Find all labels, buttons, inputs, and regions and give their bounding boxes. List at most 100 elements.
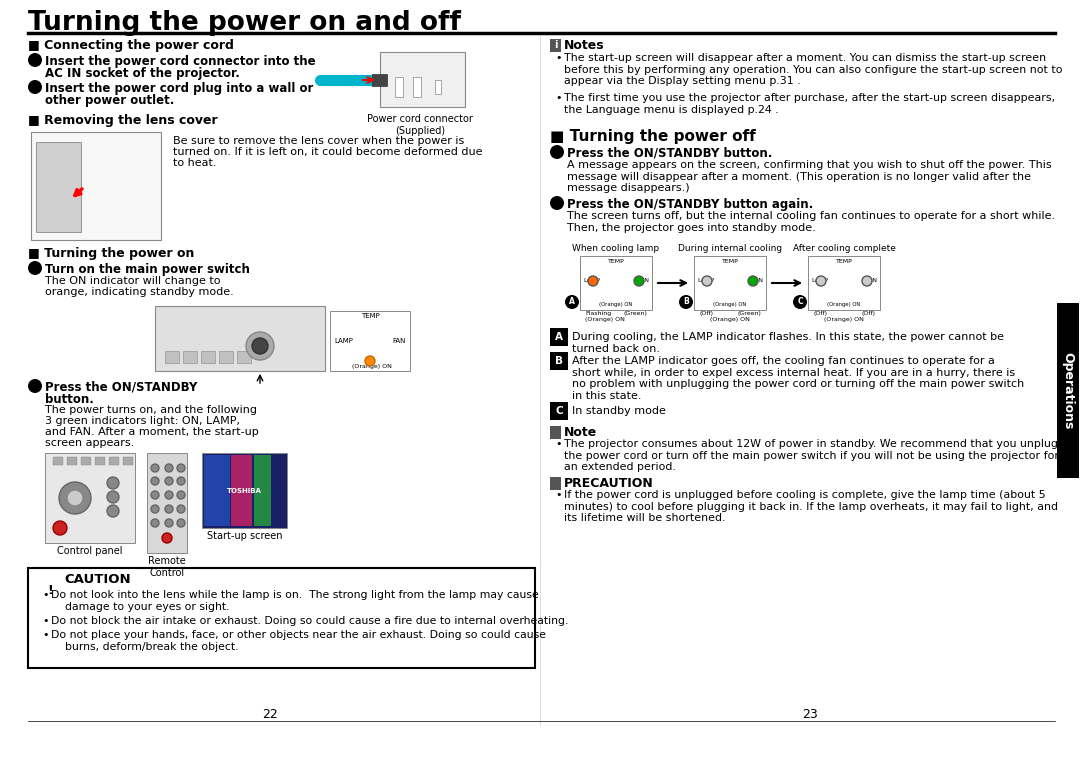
Text: CAUTION: CAUTION	[64, 573, 131, 586]
Text: TOSHIBA: TOSHIBA	[227, 488, 261, 494]
Text: Note: Note	[564, 426, 597, 439]
Bar	[237, 351, 251, 363]
Circle shape	[28, 80, 42, 94]
Circle shape	[165, 464, 173, 472]
Bar	[67, 457, 77, 465]
Text: TEMP: TEMP	[836, 259, 852, 264]
Text: Do not look into the lens while the lamp is on.  The strong light from the lamp : Do not look into the lens while the lamp…	[51, 590, 539, 612]
Bar	[550, 352, 568, 370]
Text: 2: 2	[554, 198, 561, 208]
Text: Turn on the main power switch: Turn on the main power switch	[45, 263, 249, 276]
Text: button.: button.	[45, 393, 94, 406]
Circle shape	[365, 356, 375, 366]
Circle shape	[151, 477, 159, 485]
Bar	[550, 477, 561, 490]
Circle shape	[177, 491, 185, 499]
Text: 22: 22	[262, 708, 278, 721]
Circle shape	[165, 491, 173, 499]
Bar	[156, 306, 325, 371]
Text: !: !	[48, 584, 53, 597]
Circle shape	[165, 505, 173, 513]
Text: During cooling, the LAMP indicator flashes. In this state, the power cannot be
t: During cooling, the LAMP indicator flash…	[572, 332, 1004, 353]
Text: to heat.: to heat.	[173, 158, 216, 168]
Text: (Orange) ON: (Orange) ON	[827, 302, 861, 307]
Text: Press the ON/STANDBY button again.: Press the ON/STANDBY button again.	[567, 198, 813, 211]
Text: (Off): (Off)	[813, 311, 827, 316]
Bar	[395, 77, 403, 97]
Circle shape	[177, 477, 185, 485]
Bar	[45, 453, 135, 543]
Text: A: A	[555, 332, 563, 342]
Bar	[183, 351, 197, 363]
Circle shape	[252, 338, 268, 354]
Polygon shape	[557, 426, 561, 430]
Bar	[580, 256, 652, 310]
Bar	[201, 351, 215, 363]
Text: B: B	[684, 298, 689, 307]
Bar	[372, 74, 387, 86]
Text: Press the ON/STANDBY button.: Press the ON/STANDBY button.	[567, 147, 772, 160]
Text: Remote
Control: Remote Control	[148, 556, 186, 578]
Circle shape	[165, 477, 173, 485]
Text: screen appears.: screen appears.	[45, 438, 134, 448]
Circle shape	[28, 53, 42, 67]
Text: other power outlet.: other power outlet.	[45, 94, 174, 107]
Circle shape	[107, 491, 119, 503]
Circle shape	[550, 145, 564, 159]
Circle shape	[550, 196, 564, 210]
Text: (Orange) ON: (Orange) ON	[824, 317, 864, 322]
Text: (Orange) ON: (Orange) ON	[714, 302, 746, 307]
Text: Turning the power on and off: Turning the power on and off	[28, 10, 461, 36]
Circle shape	[246, 332, 274, 360]
Bar	[53, 457, 63, 465]
Text: (Orange) ON: (Orange) ON	[352, 364, 392, 369]
Text: •: •	[42, 616, 49, 626]
Text: Be sure to remove the lens cover when the power is: Be sure to remove the lens cover when th…	[173, 136, 464, 146]
Bar	[28, 568, 535, 668]
Circle shape	[702, 276, 712, 286]
Text: 3 green indicators light: ON, LAMP,: 3 green indicators light: ON, LAMP,	[45, 416, 240, 426]
Text: Operations: Operations	[1062, 352, 1075, 429]
Text: The power turns on, and the following: The power turns on, and the following	[45, 405, 257, 415]
Text: 2: 2	[31, 381, 39, 391]
Circle shape	[28, 261, 42, 275]
Text: and FAN. After a moment, the start-up: and FAN. After a moment, the start-up	[45, 427, 259, 437]
Text: In standby mode: In standby mode	[572, 406, 666, 416]
Text: •: •	[555, 53, 562, 63]
Text: PRECAUTION: PRECAUTION	[564, 477, 653, 490]
Ellipse shape	[67, 155, 125, 219]
Text: AC IN socket of the projector.: AC IN socket of the projector.	[45, 67, 240, 80]
Bar	[413, 77, 421, 97]
Circle shape	[748, 276, 758, 286]
Circle shape	[151, 505, 159, 513]
Text: 1: 1	[31, 263, 39, 273]
Text: FAN: FAN	[865, 278, 877, 282]
Text: B: B	[555, 356, 563, 366]
Bar	[330, 311, 410, 371]
Text: FAN: FAN	[393, 338, 406, 344]
Ellipse shape	[79, 168, 113, 206]
Circle shape	[634, 276, 644, 286]
Text: •: •	[555, 93, 562, 103]
Bar	[254, 455, 271, 526]
Text: orange, indicating standby mode.: orange, indicating standby mode.	[45, 287, 233, 297]
Ellipse shape	[56, 143, 136, 231]
Polygon shape	[39, 578, 60, 598]
Bar	[123, 457, 133, 465]
Circle shape	[28, 379, 42, 393]
Text: If the power cord is unplugged before cooling is complete, give the lamp time (a: If the power cord is unplugged before co…	[564, 490, 1058, 523]
Bar	[202, 453, 287, 528]
Text: 1: 1	[554, 147, 561, 157]
Polygon shape	[557, 39, 561, 43]
Text: LAMP: LAMP	[583, 278, 599, 282]
Text: •: •	[42, 630, 49, 640]
Bar	[550, 426, 561, 439]
Circle shape	[151, 491, 159, 499]
Text: ■ Turning the power on: ■ Turning the power on	[28, 247, 194, 260]
Bar	[31, 132, 161, 240]
Text: C: C	[555, 406, 563, 416]
Text: The start-up screen will disappear after a moment. You can dismiss the start-up : The start-up screen will disappear after…	[564, 53, 1063, 86]
Bar	[204, 455, 230, 526]
Text: •: •	[555, 490, 562, 500]
Text: 23: 23	[802, 708, 818, 721]
